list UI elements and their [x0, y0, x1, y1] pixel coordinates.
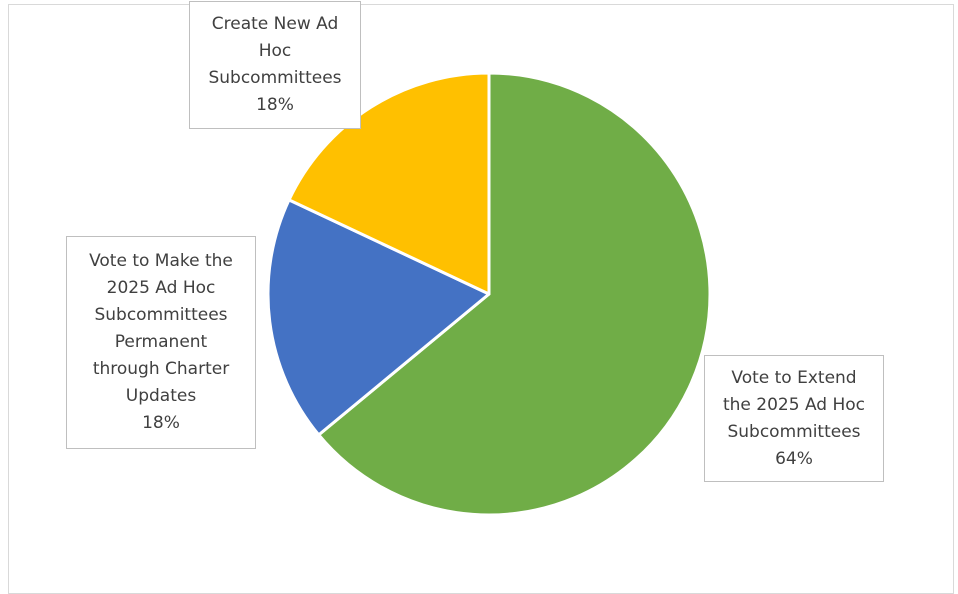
label-line: Permanent [114, 332, 208, 352]
pie-slice-vote-to-extend [317, 71, 712, 517]
label-line: Subcommittees [94, 305, 228, 325]
label-percent: 18% [142, 413, 180, 433]
pie-slice-create-new [287, 71, 491, 296]
label-line: Subcommittees [208, 68, 342, 88]
pie-slice-vote-to-make-permanent [266, 198, 491, 437]
pie-chart [266, 71, 712, 517]
data-label-vote-to-make-permanent: Vote to Make the 2025 Ad Hoc Subcommitte… [66, 236, 256, 449]
label-line: Vote to Extend [731, 367, 857, 388]
data-label-vote-to-extend: Vote to Extend the 2025 Ad Hoc Subcommit… [704, 355, 884, 482]
data-label-create-new: Create New Ad Hoc Subcommittees 18% [189, 1, 361, 129]
label-line: the 2025 Ad Hoc [722, 394, 866, 415]
label-line: through Charter [92, 359, 230, 379]
label-line: Hoc [258, 41, 292, 61]
label-percent: 64% [775, 448, 813, 469]
label-line: Vote to Make the [89, 251, 233, 271]
label-line: Subcommittees [727, 421, 861, 442]
label-line: 2025 Ad Hoc [106, 278, 216, 298]
label-line: Create New Ad [211, 14, 339, 34]
label-line: Updates [125, 386, 197, 406]
label-percent: 18% [256, 95, 294, 115]
